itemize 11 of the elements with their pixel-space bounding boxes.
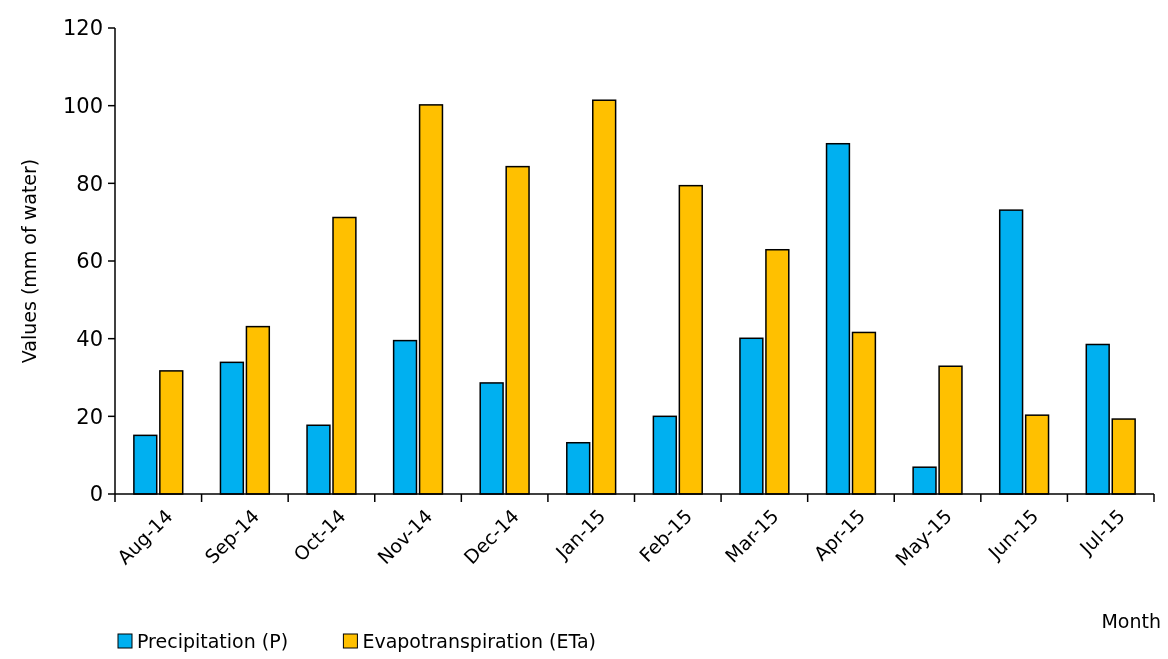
y-tick-label: 120 [62, 16, 103, 41]
x-axis-title: Month [1101, 610, 1161, 632]
y-tick-label: 80 [76, 171, 103, 196]
legend-label: Evapotranspiration (ETa) [362, 630, 596, 652]
y-tick-label: 0 [89, 482, 103, 507]
legend-label: Precipitation (P) [137, 630, 289, 652]
y-tick-label: 60 [76, 249, 103, 274]
y-axis-title: Values (mm of water) [18, 158, 40, 364]
y-tick-label: 100 [62, 94, 103, 119]
y-tick-label: 20 [76, 404, 103, 429]
y-tick-label: 40 [76, 327, 103, 352]
